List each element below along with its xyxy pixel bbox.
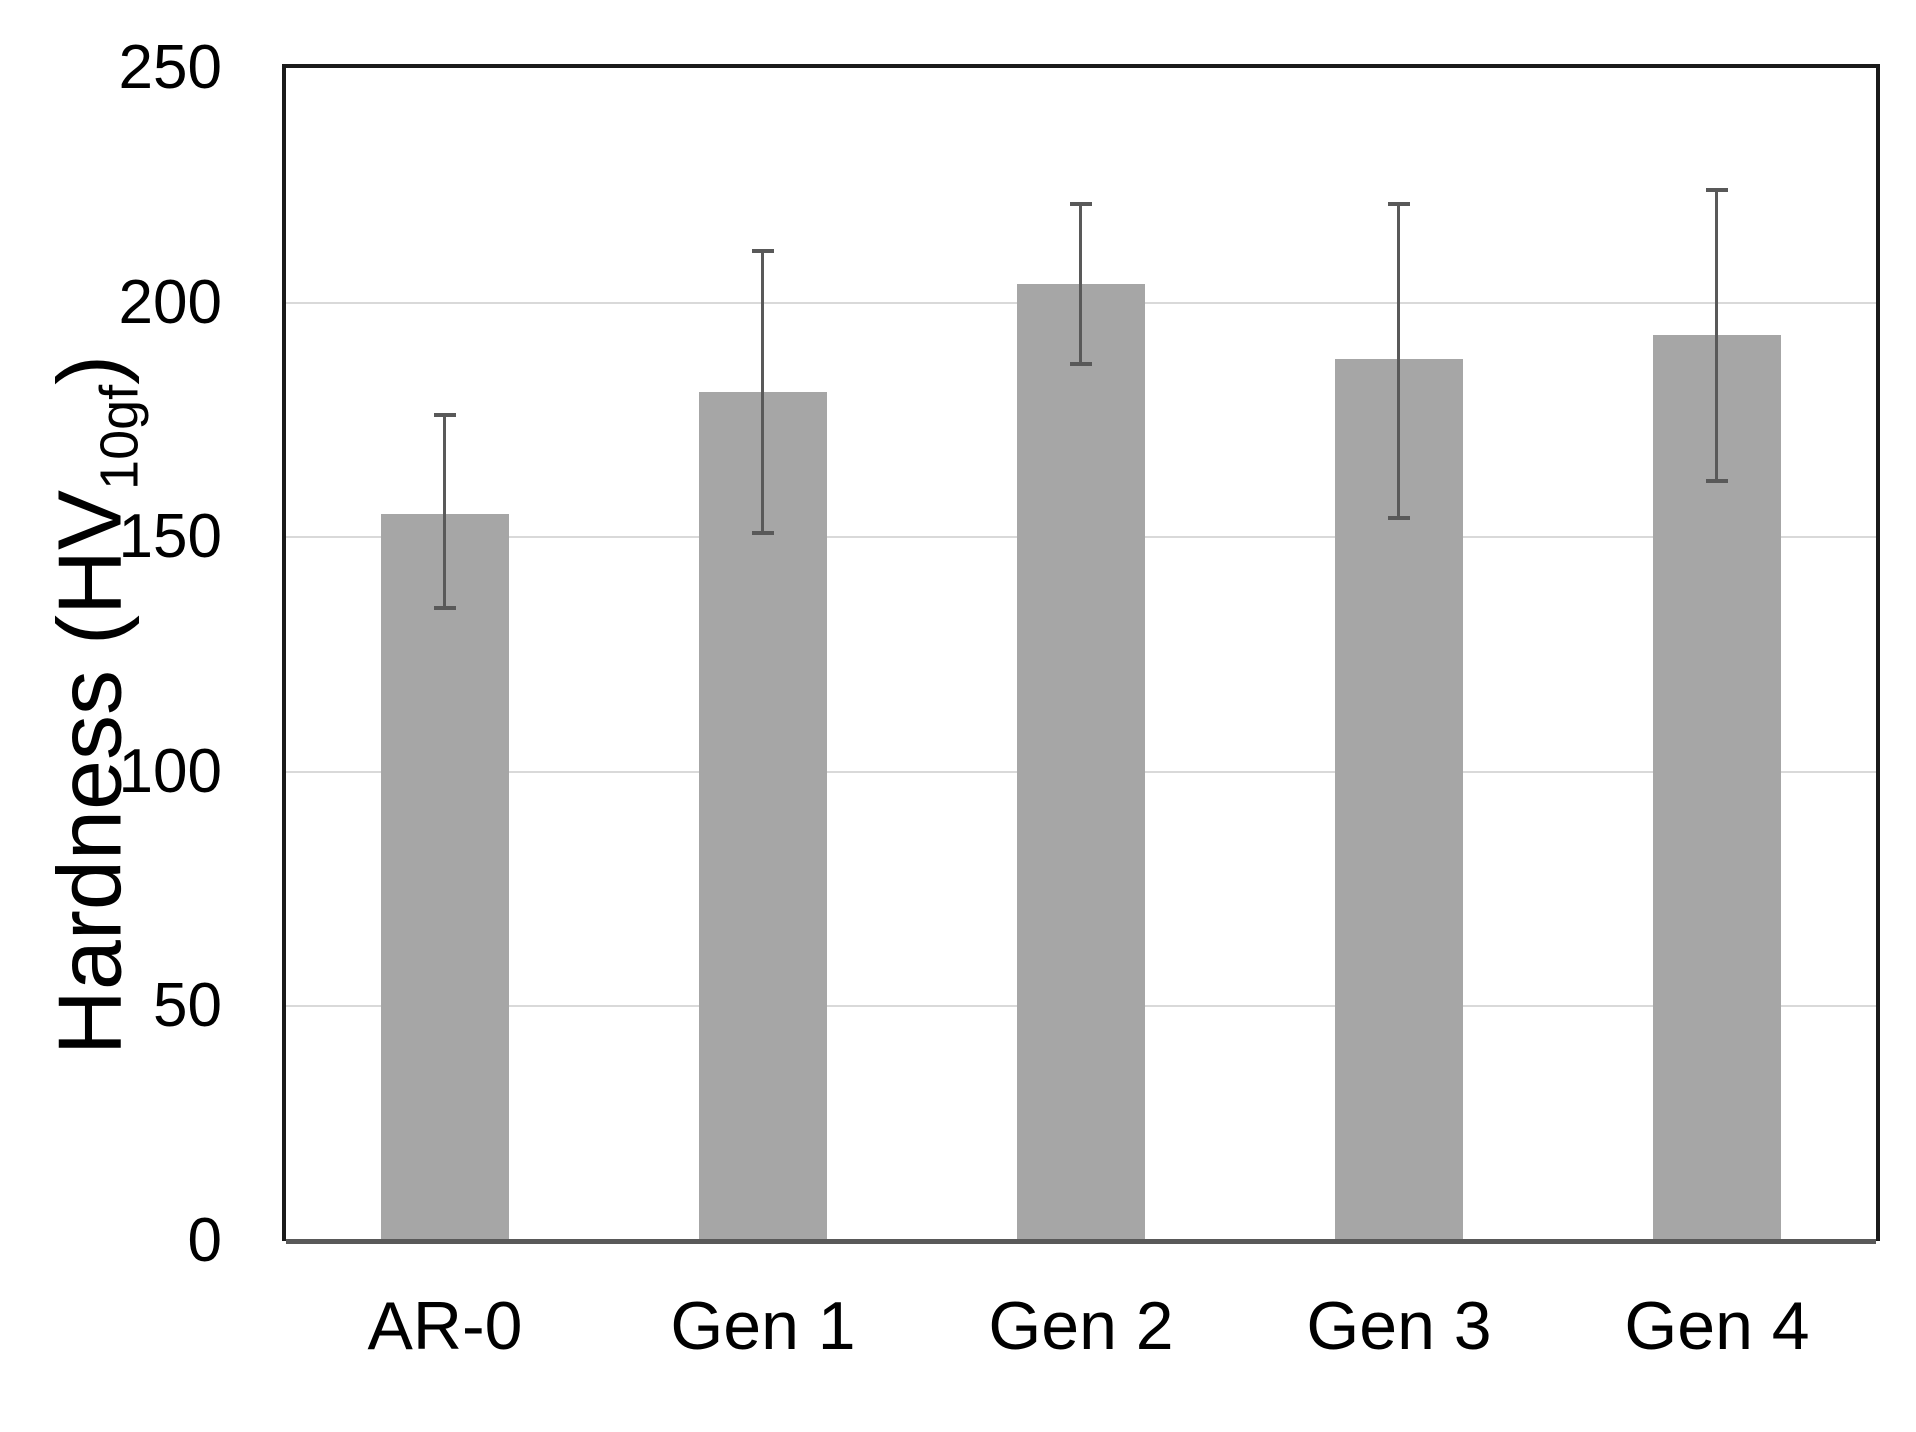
x-axis-line (286, 1239, 1876, 1244)
y-tick-label-200: 200 (118, 267, 222, 337)
x-tick-label-gen-1: Gen 1 (670, 1288, 856, 1364)
y-tick-label-50: 50 (153, 971, 222, 1041)
bar-ar-0 (381, 513, 509, 1241)
y-tick-label-150: 150 (118, 502, 222, 572)
error-bar-line (1397, 204, 1400, 519)
error-bar-cap-bottom (1706, 478, 1728, 483)
error-bar-cap-top (1706, 187, 1728, 192)
error-bar-cap-bottom (1070, 361, 1092, 366)
x-tick-label-ar-0: AR-0 (367, 1288, 523, 1364)
error-bar-cap-top (752, 248, 774, 253)
y-tick-label-0: 0 (187, 1206, 222, 1275)
plot-area (286, 68, 1876, 1241)
error-bar-cap-bottom (752, 530, 774, 535)
error-bar-cap-bottom (1388, 516, 1410, 521)
error-bar-cap-top (434, 413, 456, 418)
y-tick-label-100: 100 (118, 736, 222, 806)
y-tick-label-250: 250 (118, 33, 222, 102)
y-axis-title: Hardness (HV10gf) (39, 355, 150, 1055)
x-tick-label-gen-2: Gen 2 (988, 1288, 1174, 1364)
error-bar-cap-bottom (434, 605, 456, 610)
error-bar-cap-top (1070, 202, 1092, 207)
error-bar-line (443, 415, 446, 608)
error-bar-line (1079, 204, 1082, 364)
x-tick-label-gen-4: Gen 4 (1624, 1288, 1810, 1364)
error-bar-cap-top (1388, 202, 1410, 207)
y-axis-title-subscript: 10gf (89, 384, 150, 490)
error-bar-line (1715, 189, 1718, 481)
x-tick-label-gen-3: Gen 3 (1306, 1288, 1492, 1364)
y-axis-title-close-paren: ) (40, 354, 141, 385)
error-bar-line (761, 250, 764, 533)
bar-gen-4 (1653, 335, 1781, 1241)
bar-gen-2 (1017, 283, 1145, 1241)
